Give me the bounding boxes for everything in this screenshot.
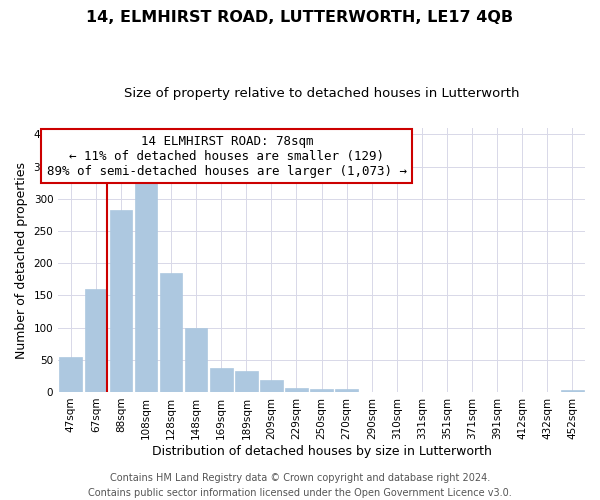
Title: Size of property relative to detached houses in Lutterworth: Size of property relative to detached ho… bbox=[124, 88, 520, 101]
Bar bbox=[160, 273, 182, 392]
Bar bbox=[85, 289, 107, 392]
Bar bbox=[260, 380, 283, 392]
Bar bbox=[285, 388, 308, 392]
Text: 14 ELMHIRST ROAD: 78sqm
← 11% of detached houses are smaller (129)
89% of semi-d: 14 ELMHIRST ROAD: 78sqm ← 11% of detache… bbox=[47, 134, 407, 178]
Bar bbox=[185, 328, 208, 392]
Bar bbox=[235, 372, 257, 392]
Text: Contains HM Land Registry data © Crown copyright and database right 2024.
Contai: Contains HM Land Registry data © Crown c… bbox=[88, 472, 512, 498]
Bar bbox=[335, 390, 358, 392]
Text: 14, ELMHIRST ROAD, LUTTERWORTH, LE17 4QB: 14, ELMHIRST ROAD, LUTTERWORTH, LE17 4QB bbox=[86, 10, 514, 25]
Y-axis label: Number of detached properties: Number of detached properties bbox=[15, 162, 28, 358]
Bar bbox=[134, 181, 157, 392]
Bar bbox=[59, 356, 82, 392]
Bar bbox=[210, 368, 233, 392]
Bar bbox=[310, 390, 333, 392]
Bar bbox=[561, 390, 584, 392]
Bar bbox=[110, 210, 132, 392]
X-axis label: Distribution of detached houses by size in Lutterworth: Distribution of detached houses by size … bbox=[152, 444, 491, 458]
